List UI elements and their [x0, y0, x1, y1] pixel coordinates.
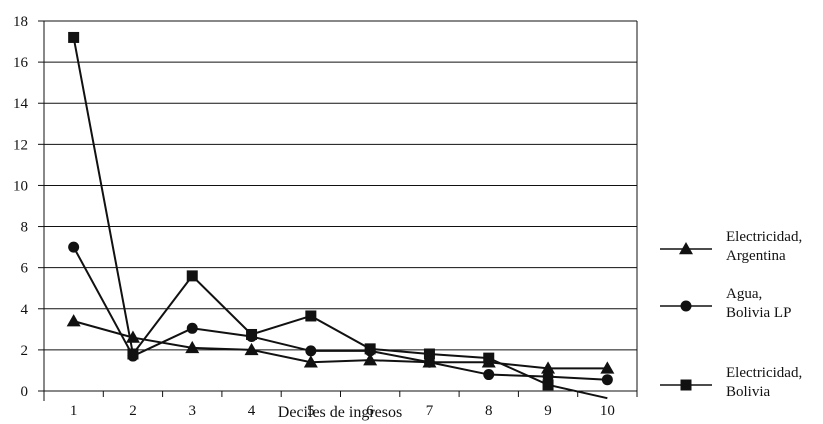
x-axis-label: Deciles de ingresos — [278, 404, 402, 421]
data-point — [127, 348, 139, 360]
legend-label: Electricidad, Bolivia — [726, 365, 802, 400]
legend-marker — [680, 379, 692, 391]
y-tick-label: 14 — [13, 96, 29, 112]
legend-label: Electricidad, Argentina — [726, 229, 802, 264]
x-tick-label: 8 — [485, 403, 493, 419]
axes — [43, 21, 638, 401]
y-tick-label: 18 — [13, 14, 28, 30]
x-tick-label: 7 — [426, 403, 434, 419]
y-tick-label: 10 — [13, 178, 28, 194]
data-point — [305, 345, 317, 357]
legend-item-3: Electricidad, Bolivia — [660, 365, 802, 400]
x-tick-label: 10 — [600, 403, 615, 419]
data-point — [364, 343, 376, 355]
series-1 — [66, 314, 615, 374]
series-group — [66, 31, 615, 400]
legend-item-1: Electricidad, Argentina — [660, 229, 802, 264]
x-tick-label: 1 — [70, 403, 78, 419]
data-point — [66, 314, 81, 327]
x-tick-label: 6 — [366, 403, 374, 419]
gridlines — [44, 20, 637, 351]
legend-marker — [680, 300, 692, 312]
data-point — [542, 379, 554, 391]
data-point — [68, 241, 80, 253]
data-point — [305, 310, 317, 322]
data-point — [244, 342, 259, 356]
x-tick-label: 9 — [544, 403, 552, 419]
data-point — [483, 369, 495, 381]
legend-marker — [679, 242, 693, 255]
data-point — [186, 270, 198, 282]
y-tick-label: 16 — [13, 55, 29, 71]
x-tick-label: 4 — [248, 403, 256, 419]
data-point — [423, 348, 435, 360]
y-tick-label: 0 — [21, 384, 29, 400]
y-tick-label: 4 — [21, 302, 29, 318]
legend-label-line: Bolivia — [726, 384, 771, 400]
y-tick-label: 2 — [21, 343, 29, 359]
legend: Electricidad, Argentina Agua, Bolivia LP Ele… — [660, 229, 802, 400]
series-line — [72, 37, 608, 400]
legend-label-line: Electricidad, — [726, 229, 802, 245]
legend-label: Agua, Bolivia LP — [726, 286, 791, 321]
legend-label-line: Electricidad, — [726, 365, 802, 381]
series-line — [72, 246, 608, 381]
y-tick-label: 8 — [21, 220, 29, 236]
data-point — [246, 328, 258, 340]
y-tick-label: 6 — [21, 261, 29, 277]
x-axis-ticks: 1 2 3 4 5 6 7 8 9 10 — [43, 391, 638, 419]
series-2 — [68, 241, 613, 386]
x-tick-label: 3 — [189, 403, 197, 419]
legend-item-2: Agua, Bolivia LP — [660, 286, 791, 321]
data-point — [541, 361, 556, 374]
y-tick-label: 12 — [13, 137, 28, 153]
data-point — [363, 353, 378, 366]
data-point — [600, 361, 615, 374]
data-point — [483, 352, 495, 364]
data-point — [303, 355, 318, 368]
data-point — [68, 31, 80, 43]
data-point — [185, 340, 200, 354]
x-tick-label: 2 — [129, 403, 137, 419]
legend-label-line: Agua, — [726, 286, 762, 302]
data-point — [186, 322, 198, 334]
legend-label-line: Bolivia LP — [726, 305, 791, 321]
x-tick-label: 5 — [307, 403, 315, 419]
y-axis-ticks: 0 2 4 6 8 10 12 14 16 18 — [13, 14, 44, 400]
data-point — [601, 374, 613, 386]
legend-label-line: Argentina — [726, 248, 786, 264]
series-3 — [68, 31, 608, 400]
